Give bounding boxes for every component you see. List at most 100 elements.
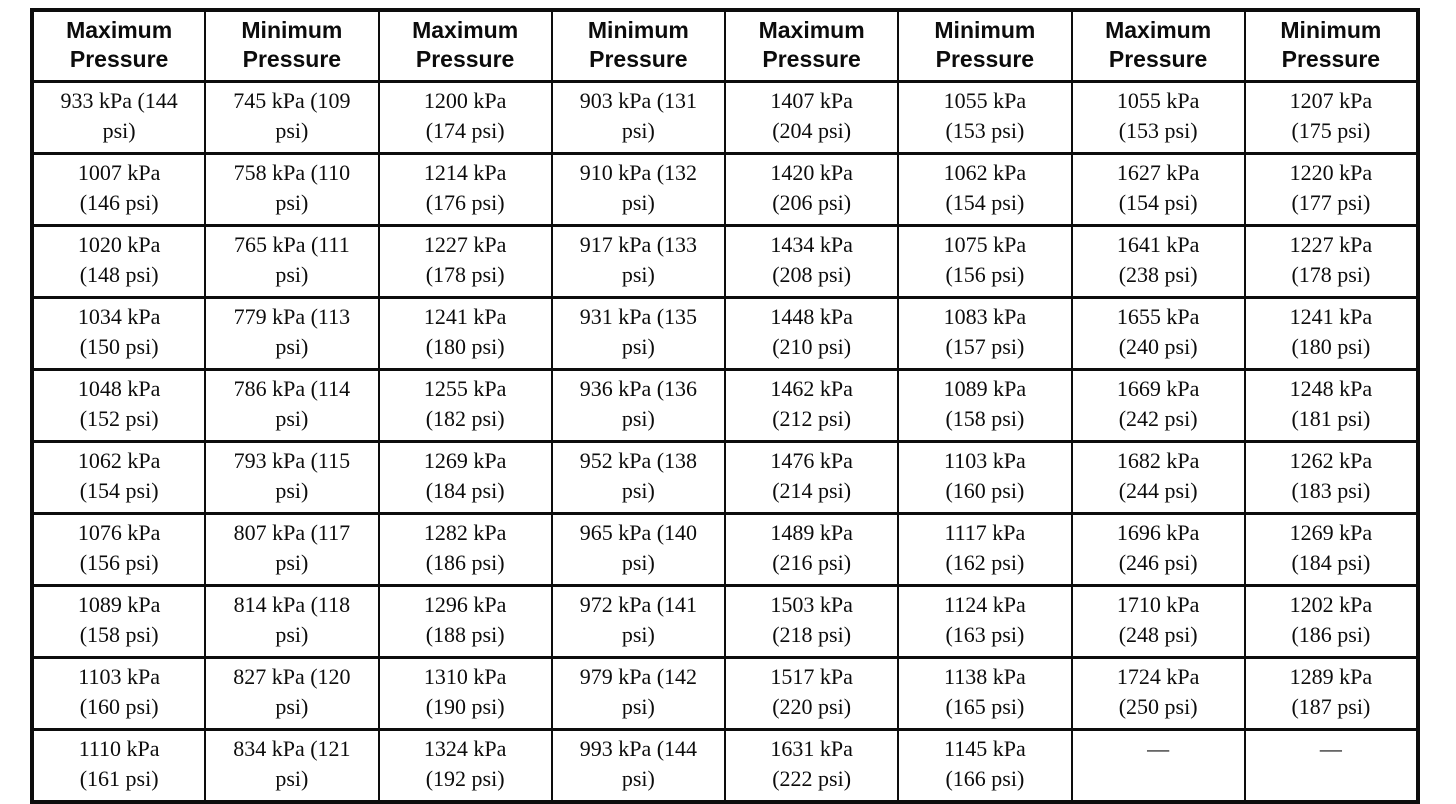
pressure-cell: 1055 kPa (153 psi) [1070,80,1246,155]
pressure-cell: 1089 kPa (158 psi) [30,584,207,659]
pressure-cell: 965 kPa (140 psi) [550,512,727,587]
pressure-table: Maximum Pressure Minimum Pressure Maximum … [30,8,1420,804]
pressure-cell: 1262 kPa (183 psi) [1243,440,1420,515]
pressure-cell: 931 kPa (135 psi) [550,296,727,371]
pressure-cell: 1724 kPa (250 psi) [1070,656,1246,731]
pressure-cell: 1248 kPa (181 psi) [1243,368,1420,443]
table-row: 1020 kPa (148 psi) 765 kPa (111 psi) 1227 … [30,224,1420,299]
pressure-cell: 1075 kPa (156 psi) [897,224,1073,299]
pressure-table-head: Maximum Pressure Minimum Pressure Maximum … [30,8,1420,83]
pressure-cell: 1207 kPa (175 psi) [1243,80,1420,155]
pressure-cell: 786 kPa (114 psi) [204,368,380,443]
pressure-cell: 827 kPa (120 psi) [204,656,380,731]
pressure-cell: 1214 kPa (176 psi) [377,152,553,227]
column-header-2: Minimum Pressure [204,8,380,83]
pressure-cell: — [1243,728,1420,804]
pressure-cell: 1489 kPa (216 psi) [723,512,900,587]
pressure-cell: 1034 kPa (150 psi) [30,296,207,371]
pressure-cell: 936 kPa (136 psi) [550,368,727,443]
column-header-6: Minimum Pressure [897,8,1073,83]
pressure-cell: 793 kPa (115 psi) [204,440,380,515]
column-header-5: Maximum Pressure [723,8,900,83]
pressure-cell: 917 kPa (133 psi) [550,224,727,299]
pressure-cell: 1200 kPa (174 psi) [377,80,553,155]
table-row: 1089 kPa (158 psi) 814 kPa (118 psi) 1296 … [30,584,1420,659]
pressure-cell: 1462 kPa (212 psi) [723,368,900,443]
pressure-cell: 1324 kPa (192 psi) [377,728,553,804]
pressure-cell: 1055 kPa (153 psi) [897,80,1073,155]
pressure-cell: 1241 kPa (180 psi) [377,296,553,371]
pressure-cell: 1682 kPa (244 psi) [1070,440,1246,515]
table-row: 933 kPa (144 psi) 745 kPa (109 psi) 1200 k… [30,80,1420,155]
pressure-cell: 1089 kPa (158 psi) [897,368,1073,443]
pressure-cell: 1220 kPa (177 psi) [1243,152,1420,227]
pressure-cell: 779 kPa (113 psi) [204,296,380,371]
pressure-cell: 1282 kPa (186 psi) [377,512,553,587]
table-row: 1048 kPa (152 psi) 786 kPa (114 psi) 1255 … [30,368,1420,443]
pressure-cell: 758 kPa (110 psi) [204,152,380,227]
pressure-cell: 1227 kPa (178 psi) [1243,224,1420,299]
pressure-cell: 1627 kPa (154 psi) [1070,152,1246,227]
pressure-cell: 952 kPa (138 psi) [550,440,727,515]
pressure-cell: 1076 kPa (156 psi) [30,512,207,587]
pressure-cell: 1227 kPa (178 psi) [377,224,553,299]
column-header-4: Minimum Pressure [550,8,727,83]
pressure-cell: — [1070,728,1246,804]
pressure-cell: 765 kPa (111 psi) [204,224,380,299]
pressure-cell: 1062 kPa (154 psi) [897,152,1073,227]
pressure-cell: 1296 kPa (188 psi) [377,584,553,659]
table-row: 1034 kPa (150 psi) 779 kPa (113 psi) 1241 … [30,296,1420,371]
pressure-cell: 933 kPa (144 psi) [30,80,207,155]
pressure-cell: 979 kPa (142 psi) [550,656,727,731]
pressure-cell: 1103 kPa (160 psi) [30,656,207,731]
column-header-7: Maximum Pressure [1070,8,1246,83]
pressure-cell: 1655 kPa (240 psi) [1070,296,1246,371]
pressure-cell: 1269 kPa (184 psi) [377,440,553,515]
pressure-cell: 972 kPa (141 psi) [550,584,727,659]
column-header-1: Maximum Pressure [30,8,207,83]
pressure-cell: 1269 kPa (184 psi) [1243,512,1420,587]
pressure-cell: 1255 kPa (182 psi) [377,368,553,443]
pressure-cell: 1420 kPa (206 psi) [723,152,900,227]
header-row: Maximum Pressure Minimum Pressure Maximum … [30,8,1420,83]
pressure-cell: 1117 kPa (162 psi) [897,512,1073,587]
table-row: 1062 kPa (154 psi) 793 kPa (115 psi) 1269 … [30,440,1420,515]
pressure-cell: 1083 kPa (157 psi) [897,296,1073,371]
table-row: 1110 kPa (161 psi) 834 kPa (121 psi) 1324 … [30,728,1420,804]
pressure-cell: 1124 kPa (163 psi) [897,584,1073,659]
pressure-cell: 1503 kPa (218 psi) [723,584,900,659]
pressure-cell: 1407 kPa (204 psi) [723,80,900,155]
column-header-8: Minimum Pressure [1243,8,1420,83]
pressure-cell: 807 kPa (117 psi) [204,512,380,587]
pressure-table-body: 933 kPa (144 psi) 745 kPa (109 psi) 1200 k… [30,80,1420,804]
pressure-cell: 1110 kPa (161 psi) [30,728,207,804]
pressure-cell: 1669 kPa (242 psi) [1070,368,1246,443]
pressure-cell: 814 kPa (118 psi) [204,584,380,659]
pressure-cell: 1448 kPa (210 psi) [723,296,900,371]
pressure-cell: 903 kPa (131 psi) [550,80,727,155]
pressure-cell: 745 kPa (109 psi) [204,80,380,155]
pressure-cell: 1138 kPa (165 psi) [897,656,1073,731]
pressure-cell: 1517 kPa (220 psi) [723,656,900,731]
pressure-cell: 834 kPa (121 psi) [204,728,380,804]
pressure-cell: 910 kPa (132 psi) [550,152,727,227]
pressure-cell: 1476 kPa (214 psi) [723,440,900,515]
pressure-cell: 1289 kPa (187 psi) [1243,656,1420,731]
pressure-cell: 1696 kPa (246 psi) [1070,512,1246,587]
pressure-cell: 1641 kPa (238 psi) [1070,224,1246,299]
table-row: 1007 kPa (146 psi) 758 kPa (110 psi) 1214 … [30,152,1420,227]
pressure-cell: 1062 kPa (154 psi) [30,440,207,515]
table-row: 1103 kPa (160 psi) 827 kPa (120 psi) 1310 … [30,656,1420,731]
pressure-cell: 1103 kPa (160 psi) [897,440,1073,515]
pressure-cell: 1007 kPa (146 psi) [30,152,207,227]
column-header-3: Maximum Pressure [377,8,553,83]
pressure-cell: 1434 kPa (208 psi) [723,224,900,299]
pressure-cell: 1202 kPa (186 psi) [1243,584,1420,659]
pressure-cell: 1631 kPa (222 psi) [723,728,900,804]
table-row: 1076 kPa (156 psi) 807 kPa (117 psi) 1282 … [30,512,1420,587]
pressure-cell: 1020 kPa (148 psi) [30,224,207,299]
pressure-cell: 1048 kPa (152 psi) [30,368,207,443]
pressure-cell: 993 kPa (144 psi) [550,728,727,804]
pressure-cell: 1145 kPa (166 psi) [897,728,1073,804]
